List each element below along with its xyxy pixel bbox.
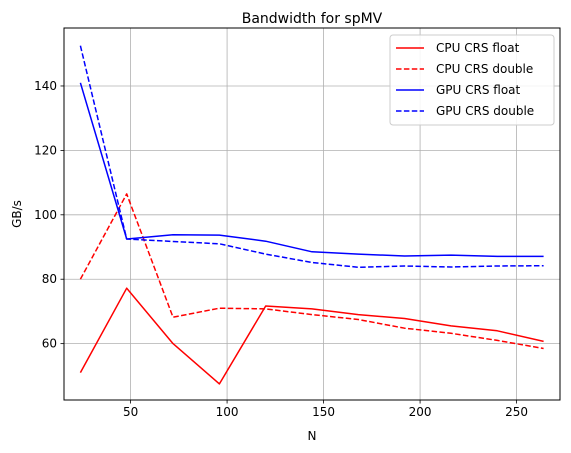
x-tick-label: 200 xyxy=(409,405,432,419)
x-axis-label: N xyxy=(308,429,317,443)
x-tick-label: 250 xyxy=(505,405,528,419)
series-line-3 xyxy=(79,82,544,258)
legend-label: GPU CRS double xyxy=(436,104,534,118)
x-tick-label: 150 xyxy=(312,405,335,419)
x-tick-label: 50 xyxy=(123,405,138,419)
x-tick-label: 100 xyxy=(216,405,239,419)
y-axis-label: GB/s xyxy=(10,200,24,228)
legend-box xyxy=(389,34,555,126)
y-tick-label: 60 xyxy=(42,337,57,351)
legend-label: CPU CRS float xyxy=(436,41,520,55)
y-tick-label: 100 xyxy=(34,208,57,222)
series-line-1 xyxy=(79,287,544,385)
plot-area-frame xyxy=(63,27,561,401)
y-tick-label: 80 xyxy=(42,272,57,286)
y-tick-label: 140 xyxy=(34,79,57,93)
legend-label: GPU CRS float xyxy=(436,83,521,97)
chart-title: Bandwidth for spMV xyxy=(242,11,383,27)
series-line-2 xyxy=(79,193,544,350)
legend-label: CPU CRS double xyxy=(436,62,533,76)
y-tick-label: 120 xyxy=(34,143,57,157)
axis-ticks: 50 100 150 200 250 60 80 100 120 140 xyxy=(34,79,528,419)
legend: CPU CRS float CPU CRS double GPU CRS float… xyxy=(389,34,555,126)
series-line-4 xyxy=(79,45,544,269)
series-lines xyxy=(79,45,544,385)
